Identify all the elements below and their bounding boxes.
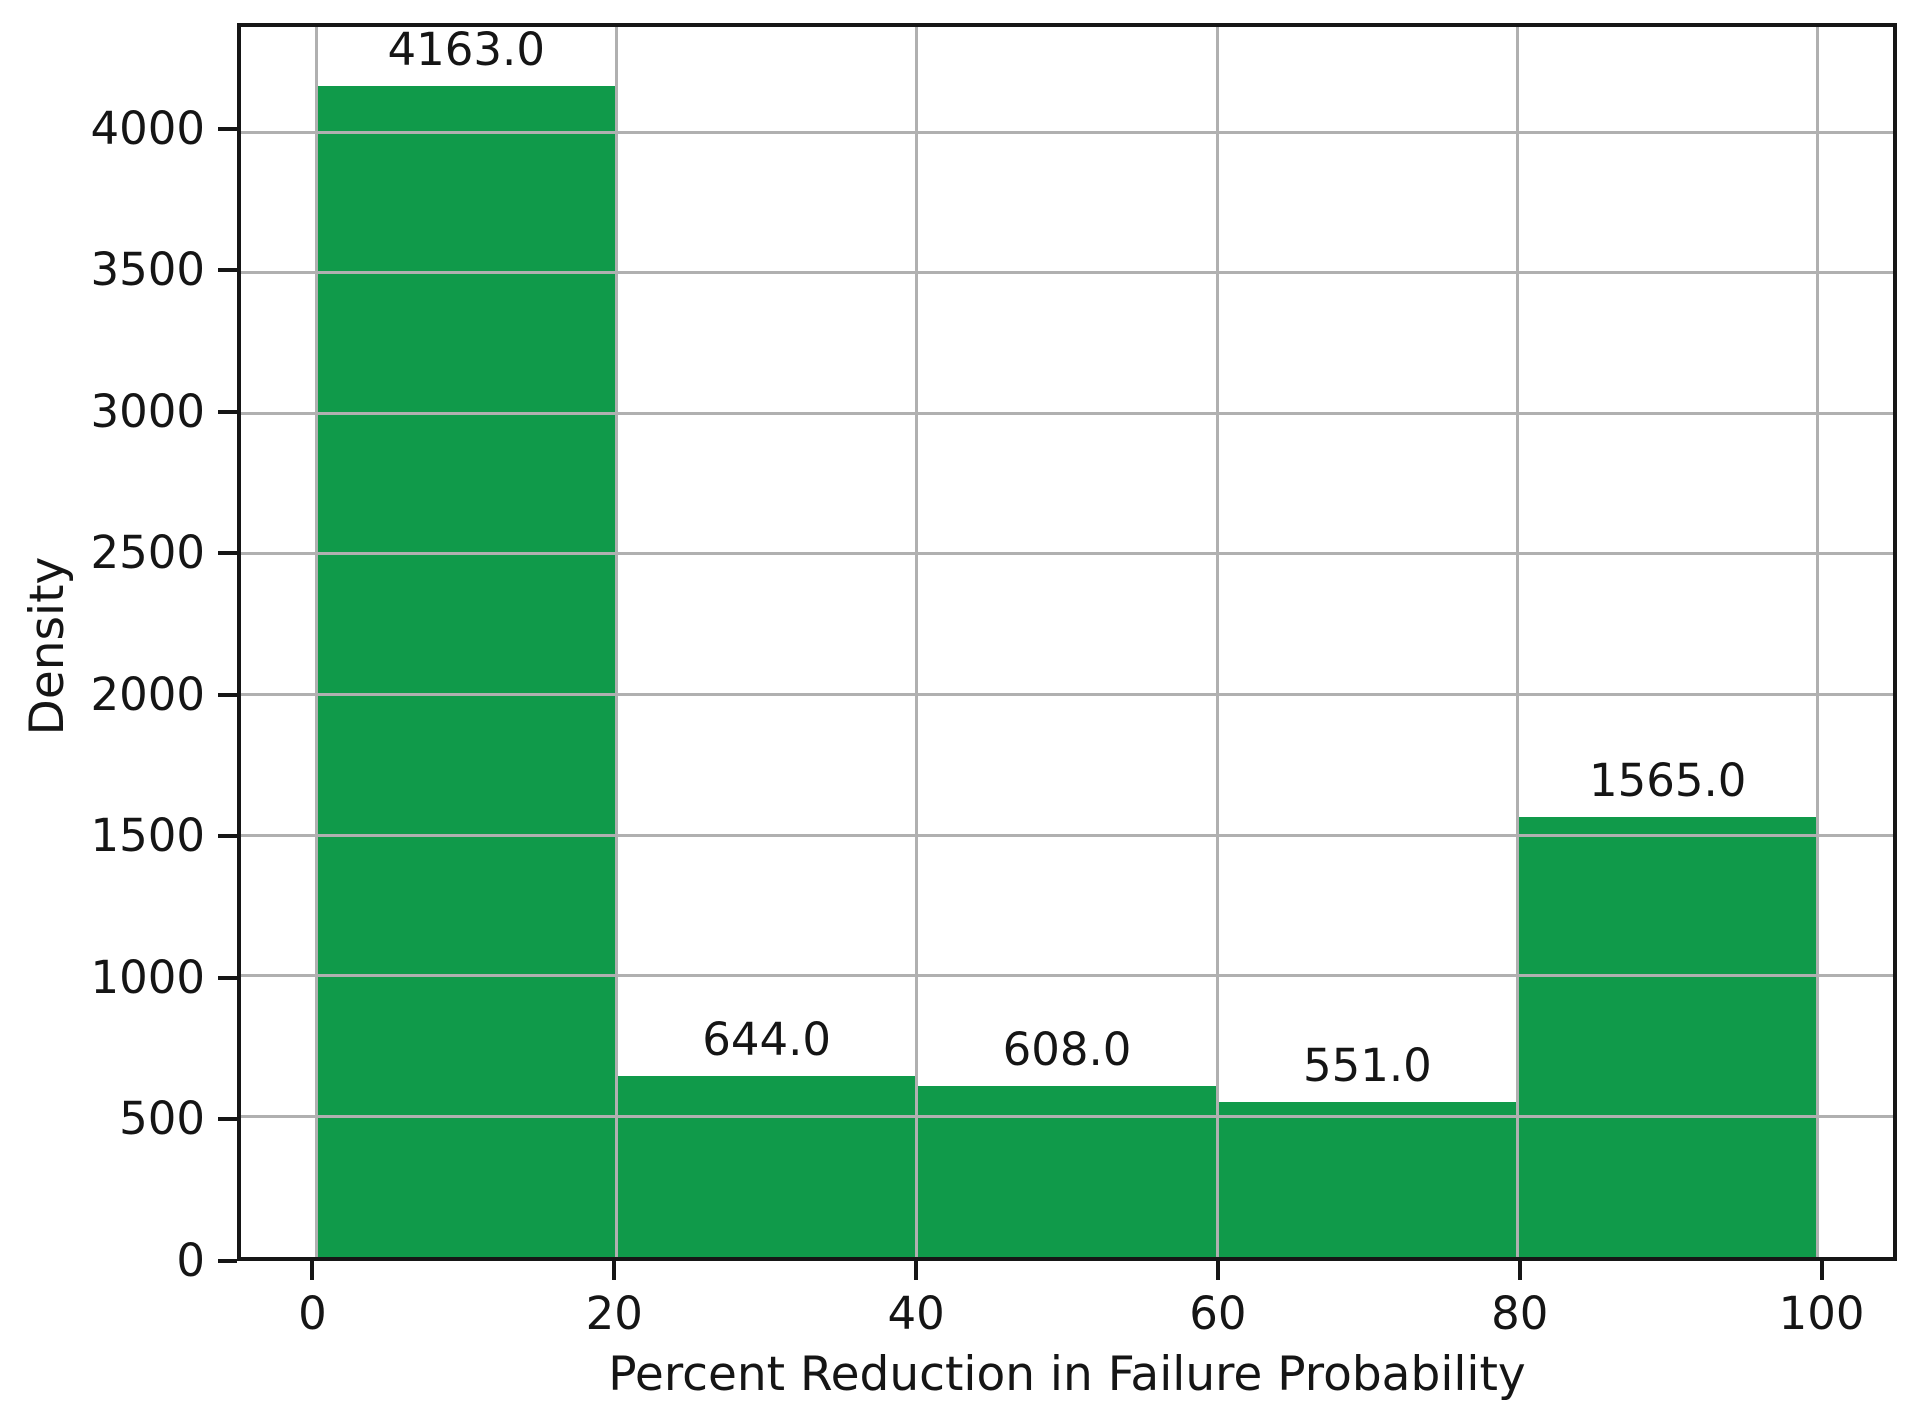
y-tick-label: 3000 — [90, 384, 205, 438]
y-tick-mark — [218, 1117, 237, 1122]
bar-value-label: 1565.0 — [1588, 753, 1747, 807]
y-tick-mark — [218, 692, 237, 697]
v-gridline — [314, 27, 318, 1257]
y-tick-label: 0 — [176, 1234, 205, 1287]
h-gridline — [241, 411, 1893, 415]
v-gridline — [1816, 27, 1820, 1257]
bar-value-label: 644.0 — [702, 1012, 832, 1066]
h-gridline — [241, 1114, 1893, 1118]
plot-area: 4163.0 644.0 608.0 551.0 1565.0 — [237, 23, 1897, 1261]
y-tick-label: 3500 — [90, 243, 205, 297]
y-tick-mark — [218, 268, 237, 273]
y-tick-label: 2500 — [90, 526, 205, 580]
x-tick-label: 20 — [585, 1287, 643, 1340]
y-tick-mark — [218, 409, 237, 414]
y-tick-mark — [218, 834, 237, 839]
x-tick-mark — [1215, 1261, 1220, 1280]
h-gridline — [241, 693, 1893, 697]
bar-value-label: 551.0 — [1302, 1039, 1432, 1093]
histogram-bar — [916, 1086, 1218, 1257]
v-gridline — [614, 27, 618, 1257]
bar-value-label: 608.0 — [1002, 1023, 1132, 1077]
histogram-bar — [316, 86, 617, 1257]
y-tick-label: 500 — [119, 1092, 205, 1146]
x-tick-label: 0 — [298, 1287, 327, 1340]
h-gridline — [241, 833, 1893, 837]
y-tick-label: 1000 — [90, 950, 205, 1004]
x-tick-label: 60 — [1189, 1287, 1247, 1340]
histogram-bar — [1517, 816, 1818, 1257]
x-tick-mark — [310, 1261, 315, 1280]
h-gridline — [241, 552, 1893, 556]
h-gridline — [241, 974, 1893, 978]
v-gridline — [1215, 27, 1219, 1257]
x-tick-mark — [1819, 1261, 1824, 1280]
x-tick-mark — [612, 1261, 617, 1280]
x-tick-label: 40 — [887, 1287, 945, 1340]
y-tick-label: 1500 — [90, 809, 205, 863]
y-tick-mark — [218, 551, 237, 556]
v-gridline — [915, 27, 919, 1257]
bar-value-label: 4163.0 — [387, 23, 545, 77]
y-tick-label: 2000 — [90, 667, 205, 721]
x-tick-mark — [914, 1261, 919, 1280]
x-axis-label: Percent Reduction in Failure Probability — [608, 1347, 1526, 1402]
h-gridline — [241, 130, 1893, 134]
y-tick-mark — [218, 1259, 237, 1263]
y-tick-label: 4000 — [90, 101, 205, 155]
h-gridline — [241, 271, 1893, 275]
x-tick-label: 80 — [1491, 1287, 1549, 1340]
v-gridline — [1516, 27, 1520, 1257]
y-tick-mark — [218, 126, 237, 131]
histogram-bar — [1217, 1102, 1518, 1257]
x-tick-label: 100 — [1778, 1287, 1865, 1340]
x-tick-mark — [1517, 1261, 1522, 1280]
y-tick-mark — [218, 975, 237, 980]
histogram-bar — [616, 1075, 917, 1257]
